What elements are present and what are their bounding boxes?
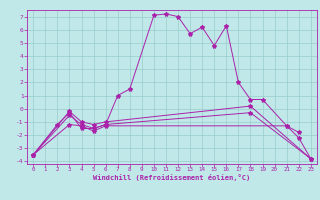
X-axis label: Windchill (Refroidissement éolien,°C): Windchill (Refroidissement éolien,°C) (93, 174, 251, 181)
